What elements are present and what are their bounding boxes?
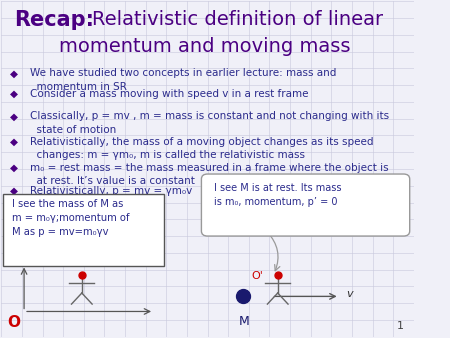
Text: momentum and moving mass: momentum and moving mass	[59, 37, 351, 56]
Text: M: M	[238, 315, 249, 328]
Text: ◆: ◆	[9, 68, 18, 78]
Text: Relativistic definition of linear: Relativistic definition of linear	[92, 10, 383, 29]
FancyBboxPatch shape	[202, 174, 410, 236]
Text: Consider a mass moving with speed v in a rest frame: Consider a mass moving with speed v in a…	[30, 89, 309, 99]
Text: m₀ = rest mass = the mass measured in a frame where the object is
  at rest. It’: m₀ = rest mass = the mass measured in a …	[30, 163, 389, 186]
Text: ◆: ◆	[9, 163, 18, 173]
Text: Recap:: Recap:	[14, 10, 94, 30]
Text: 1: 1	[396, 320, 404, 331]
Text: O: O	[8, 315, 21, 330]
Text: ◆: ◆	[9, 186, 18, 196]
Text: v: v	[346, 289, 352, 299]
Text: We have studied two concepts in earlier lecture: mass and
  momentum in SR: We have studied two concepts in earlier …	[30, 68, 337, 92]
Text: Classically, p = mv , m = mass is constant and not changing with its
  state of : Classically, p = mv , m = mass is consta…	[30, 111, 389, 135]
Text: I see the mass of M as
m = m₀γ;momentum of
M as p = mv=m₀γv: I see the mass of M as m = m₀γ;momentum …	[12, 199, 129, 237]
Text: ◆: ◆	[9, 89, 18, 99]
Text: Relativistically, p = mv = γm₀v: Relativistically, p = mv = γm₀v	[30, 186, 193, 196]
Text: Relativistically, the mass of a moving object changes as its speed
  changes: m : Relativistically, the mass of a moving o…	[30, 137, 374, 160]
Text: I see M is at rest. Its mass
is m₀, momentum, p’ = 0: I see M is at rest. Its mass is m₀, mome…	[214, 183, 341, 207]
Text: ◆: ◆	[9, 137, 18, 147]
Text: ◆: ◆	[9, 111, 18, 121]
FancyBboxPatch shape	[4, 194, 164, 266]
Text: O': O'	[251, 271, 263, 281]
